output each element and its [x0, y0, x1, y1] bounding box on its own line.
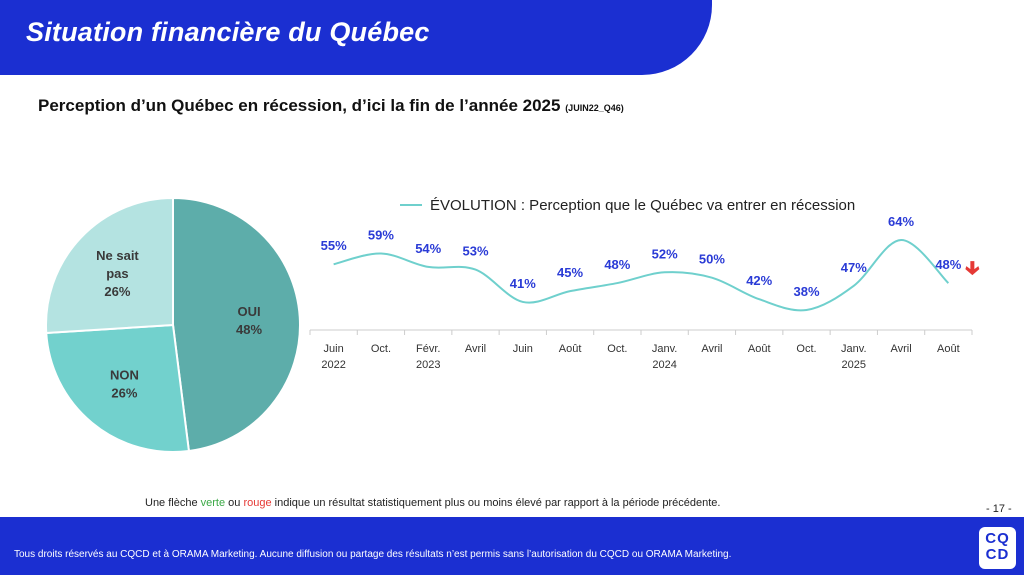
x-tick-label: Juin: [324, 343, 344, 355]
cqcd-logo: CQ CD: [979, 527, 1016, 569]
series-line: [333, 238, 950, 312]
x-tick-label: Avril: [890, 343, 911, 355]
x-tick-label: Août: [748, 343, 771, 355]
pie-slice-value: 48%: [236, 322, 262, 337]
footnote-text: ou: [225, 497, 244, 509]
pie-slice-value: 26%: [111, 386, 137, 401]
data-label: 45%: [557, 265, 583, 280]
pie-slice-label: NON: [110, 368, 139, 383]
data-label: 41%: [510, 276, 536, 291]
pie-slice-label: Ne sait: [96, 248, 139, 263]
data-label: 42%: [746, 273, 772, 288]
logo-line-1: CQ: [985, 530, 1010, 547]
x-tick-label: Oct.: [371, 343, 391, 355]
data-label: 52%: [652, 246, 678, 261]
footnote-green-word: verte: [200, 497, 226, 509]
x-tick-year: 2025: [842, 359, 866, 371]
x-tick-label: Juin: [513, 343, 533, 355]
pie-slice-value: 26%: [104, 284, 130, 299]
page-title: Situation financière du Québec: [26, 17, 430, 47]
x-tick-label: Janv.: [652, 343, 677, 355]
data-label: 48%: [604, 257, 630, 272]
legend-label: ÉVOLUTION : Perception que le Québec va …: [430, 197, 855, 214]
data-label: 50%: [699, 252, 725, 267]
down-arrow-icon: [965, 261, 980, 276]
data-label: 64%: [888, 214, 914, 229]
pie-slice-label: OUI: [237, 304, 260, 319]
data-label: 59%: [368, 227, 394, 242]
x-tick-year: 2022: [321, 359, 345, 371]
x-tick-label: Août: [937, 343, 960, 355]
x-tick-label: Janv.: [841, 343, 866, 355]
x-tick-year: 2023: [416, 359, 440, 371]
footnote-text: Une flèche: [145, 497, 201, 509]
footnote-text: indique un résultat statistiquement plus…: [271, 497, 721, 509]
question-code: (JUIN22_Q46): [565, 103, 624, 113]
data-label: 48%: [935, 257, 961, 272]
footer-band: [0, 517, 1024, 575]
chart-subtitle: Perception d’un Québec en récession, d’i…: [38, 96, 624, 116]
pie-slice-oui: [172, 196, 301, 453]
header-band: [0, 0, 712, 75]
x-tick-label: Févr.: [416, 343, 440, 355]
subtitle-text: Perception d’un Québec en récession, d’i…: [38, 96, 561, 115]
footer-copyright: Tous droits réservés au CQCD et à ORAMA …: [14, 549, 732, 560]
x-tick-label: Août: [559, 343, 582, 355]
logo-line-2: CD: [985, 546, 1010, 563]
data-label: 55%: [321, 238, 347, 253]
data-label: 54%: [415, 241, 441, 256]
footnote-red-word: rouge: [243, 497, 272, 509]
data-label: 47%: [841, 260, 867, 275]
x-tick-label: Avril: [465, 343, 486, 355]
page-number: - 17 -: [986, 503, 1012, 515]
x-tick-label: Oct.: [607, 343, 627, 355]
pie-slice-ne-sait-pas: [45, 196, 174, 335]
data-label: 53%: [462, 244, 488, 259]
footnote: Une flèche verte ou rouge indique un rés…: [145, 497, 720, 509]
x-tick-year: 2024: [652, 359, 676, 371]
pie-slice-non: [45, 323, 191, 453]
data-label: 38%: [793, 284, 819, 299]
x-tick-label: Oct.: [796, 343, 816, 355]
pie-slice-label: pas: [106, 266, 128, 281]
x-tick-label: Avril: [701, 343, 722, 355]
